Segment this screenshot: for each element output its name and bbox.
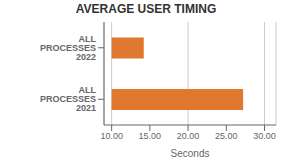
svg-text:ALLPROCESSES2022: ALLPROCESSES2022 <box>40 34 97 62</box>
svg-text:30.00: 30.00 <box>253 131 276 141</box>
svg-text:10.00: 10.00 <box>100 131 123 141</box>
svg-text:25.00: 25.00 <box>215 131 238 141</box>
svg-text:Seconds: Seconds <box>171 148 210 159</box>
html-text:AVERAGE USER TIMING: AVERAGE USER TIMING <box>75 2 217 16</box>
svg-text:15.00: 15.00 <box>139 131 162 141</box>
svg-text:20.00: 20.00 <box>177 131 200 141</box>
svg-text:ALLPROCESSES2021: ALLPROCESSES2021 <box>40 85 97 113</box>
